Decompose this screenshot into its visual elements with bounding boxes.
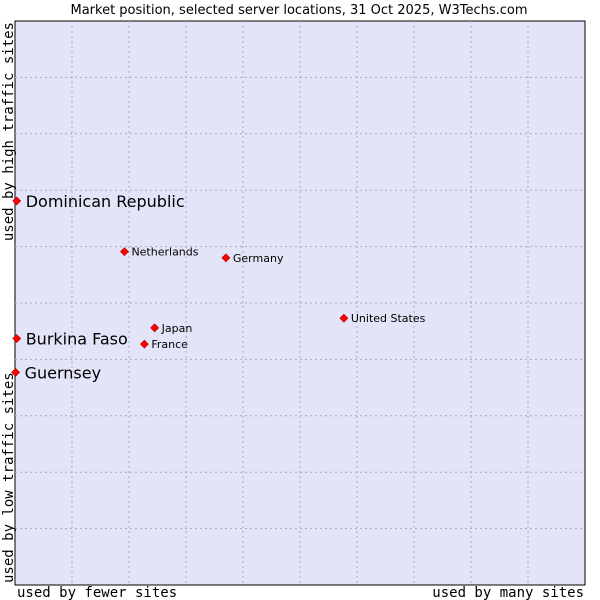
point-label-netherlands: Netherlands	[131, 246, 198, 259]
point-marker-germany	[221, 253, 231, 263]
point-label-dominican-republic: Dominican Republic	[26, 192, 185, 211]
point-label-france: France	[151, 338, 188, 351]
x-axis-label-left: used by fewer sites	[17, 585, 177, 600]
data-points: Dominican Republic Burkina Faso Guernsey Ne…	[11, 192, 426, 382]
point-label-japan: Japan	[161, 322, 193, 335]
point-marker-burkina-faso	[12, 334, 22, 343]
point-marker-france	[139, 339, 149, 349]
point-marker-united-states	[339, 313, 349, 323]
chart-title: Market position, selected server locatio…	[70, 3, 527, 18]
point-marker-guernsey	[11, 367, 20, 377]
point-marker-dominican-republic	[12, 196, 22, 206]
point-dominican-republic: Dominican Republic	[12, 192, 185, 211]
y-axis-label-bottom: used by low traffic sites	[1, 372, 17, 583]
point-marker-netherlands	[120, 247, 129, 257]
y-axis-label-top: used by high traffic sites	[1, 22, 17, 241]
point-label-germany: Germany	[233, 252, 284, 265]
point-marker-japan	[150, 323, 160, 333]
point-label-burkina-faso: Burkina Faso	[26, 330, 128, 349]
point-germany: Germany	[221, 252, 284, 265]
point-label-guernsey: Guernsey	[25, 363, 101, 382]
point-netherlands: Netherlands	[120, 246, 199, 259]
grid-lines	[15, 21, 585, 585]
x-axis-label-right: used by many sites	[432, 585, 584, 600]
point-label-united-states: United States	[351, 312, 426, 325]
point-united-states: United States	[339, 312, 426, 325]
point-japan: Japan	[150, 322, 193, 335]
point-guernsey: Guernsey	[11, 363, 101, 382]
point-france: France	[139, 338, 188, 351]
point-burkina-faso: Burkina Faso	[12, 330, 128, 349]
